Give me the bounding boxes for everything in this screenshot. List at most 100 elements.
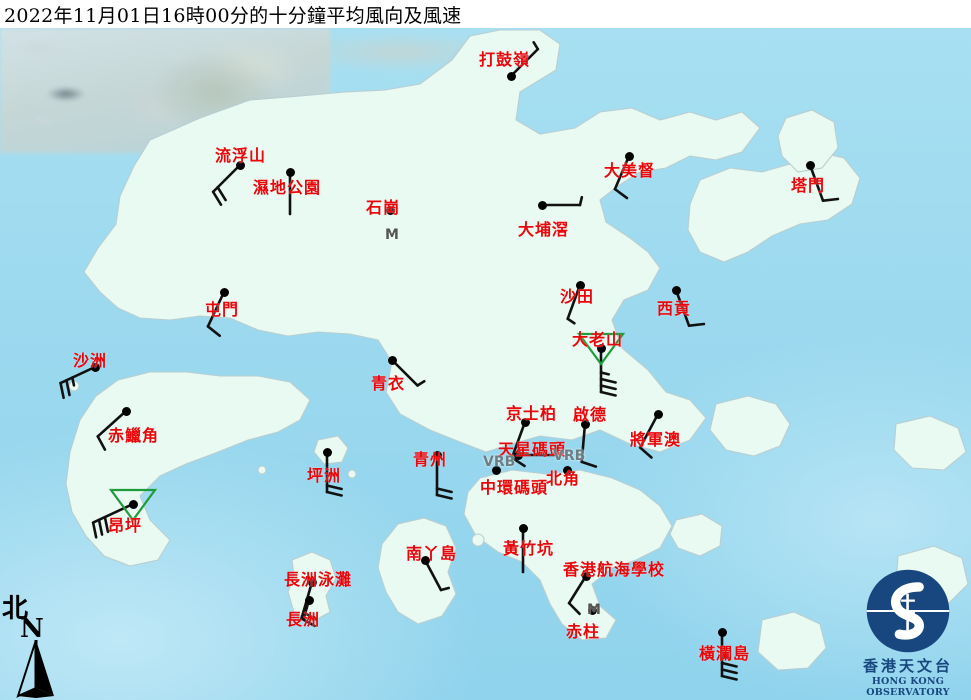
land-tung-lung <box>669 513 723 557</box>
station-dot <box>90 362 100 372</box>
land-tap-mun <box>777 109 839 173</box>
station-label: 長洲泳灘 <box>284 570 353 589</box>
land-lamma-island <box>377 517 457 625</box>
wind-barb <box>580 422 598 468</box>
wind-barb <box>516 445 560 457</box>
station-dot <box>717 627 727 637</box>
wind-barb <box>390 358 426 387</box>
station-label: 塔門 <box>791 176 826 195</box>
station-label: 坪洲 <box>307 466 342 485</box>
wind-barb <box>808 163 840 203</box>
station-label: 屯門 <box>205 300 240 319</box>
station-dot <box>513 450 523 460</box>
wind-barb <box>674 288 706 328</box>
station-dot <box>285 167 295 177</box>
islet-2 <box>347 469 357 479</box>
station-label: 橫瀾島 <box>699 644 751 663</box>
title-bar: 2022年11月01日16時00分的十分鐘平均風向及風速 <box>0 0 971 28</box>
compass-label-cn: 北 <box>2 594 29 624</box>
hko-name-en: HONG KONG OBSERVATORY <box>866 676 950 698</box>
hko-logo: 香港天文台 HONG KONG OBSERVATORY <box>848 568 968 698</box>
station-label: 赤柱 <box>566 622 601 641</box>
station-dot <box>219 287 229 297</box>
station-label: 長洲 <box>286 610 321 629</box>
wind-barb <box>509 41 540 78</box>
station-label: 中環碼頭 <box>480 478 549 497</box>
station-label: 沙田 <box>560 287 595 306</box>
station-dot <box>805 160 815 170</box>
station-dot <box>575 280 585 290</box>
station-dot <box>420 555 430 565</box>
wind-barb <box>96 409 128 451</box>
islet-1 <box>471 533 485 547</box>
missing-data-indicator: M <box>587 602 601 618</box>
station-dot <box>121 406 131 416</box>
station-label: 啟德 <box>573 405 608 424</box>
station-dot <box>671 285 681 295</box>
gale-warning-triangle <box>576 332 626 366</box>
wind-barb <box>325 450 343 497</box>
station-dot <box>596 343 606 353</box>
gale-warning-triangle <box>108 488 158 522</box>
station-dot <box>432 450 442 460</box>
compass-label-en: N <box>20 614 44 644</box>
islet-3 <box>257 465 267 475</box>
wind-barb <box>435 453 453 500</box>
station-dot <box>506 71 516 81</box>
land-new-territories <box>83 29 761 453</box>
station-dot <box>385 205 395 215</box>
hko-name-cn: 香港天文台 <box>862 657 953 675</box>
station-dot <box>624 151 634 161</box>
hko-emblem-icon <box>866 569 950 653</box>
station-label: 天星碼頭 <box>498 440 567 459</box>
land-cheung-chau <box>287 551 337 623</box>
station-dot <box>491 465 501 475</box>
land-po-toi <box>757 611 827 671</box>
station-dot <box>580 419 590 429</box>
station-label: 石崗 <box>366 198 401 217</box>
station-dot <box>307 577 317 587</box>
north-arrow-icon <box>16 640 54 698</box>
wind-barb <box>423 558 451 592</box>
station-label: 大老山 <box>572 330 624 349</box>
station-label: 將軍澳 <box>630 430 682 449</box>
wind-barb <box>211 163 242 206</box>
station-label: 濕地公園 <box>253 178 322 197</box>
station-label: 京士柏 <box>506 404 558 423</box>
land-ninepin-group <box>709 395 791 457</box>
wind-barb <box>566 283 582 325</box>
station-label: 赤鱲角 <box>108 426 160 445</box>
station-dot <box>587 605 597 615</box>
station-label: 西貢 <box>657 299 692 318</box>
station-label: 大埔滘 <box>518 220 570 239</box>
station-dot <box>322 447 332 457</box>
wind-barb <box>599 346 617 397</box>
land-lantau <box>65 371 311 567</box>
station-dot <box>653 409 663 419</box>
variable-wind-indicator: VRB <box>553 448 586 464</box>
station-dot <box>537 200 547 210</box>
land-sai-kung-peninsula <box>687 151 861 263</box>
station-label: 打鼓嶺 <box>479 50 531 69</box>
station-dot <box>520 417 530 427</box>
station-label: 青衣 <box>371 374 406 393</box>
station-label: 沙洲 <box>73 351 108 370</box>
wind-barb <box>206 290 226 338</box>
station-label: 青州 <box>413 450 448 469</box>
station-label: 昂坪 <box>108 516 143 535</box>
station-label: 香港航海學校 <box>563 560 666 579</box>
wind-barb <box>638 412 660 459</box>
variable-wind-indicator: VRB <box>483 454 516 470</box>
wind-barb <box>540 195 584 207</box>
station-label: 南丫島 <box>406 544 458 563</box>
wind-barb <box>91 502 135 539</box>
wind-barb <box>59 365 97 400</box>
station-dot <box>518 523 528 533</box>
station-dot <box>128 499 138 509</box>
station-label: 北角 <box>546 469 581 488</box>
station-label: 黃竹坑 <box>503 539 555 558</box>
station-label: 大美督 <box>604 161 656 180</box>
